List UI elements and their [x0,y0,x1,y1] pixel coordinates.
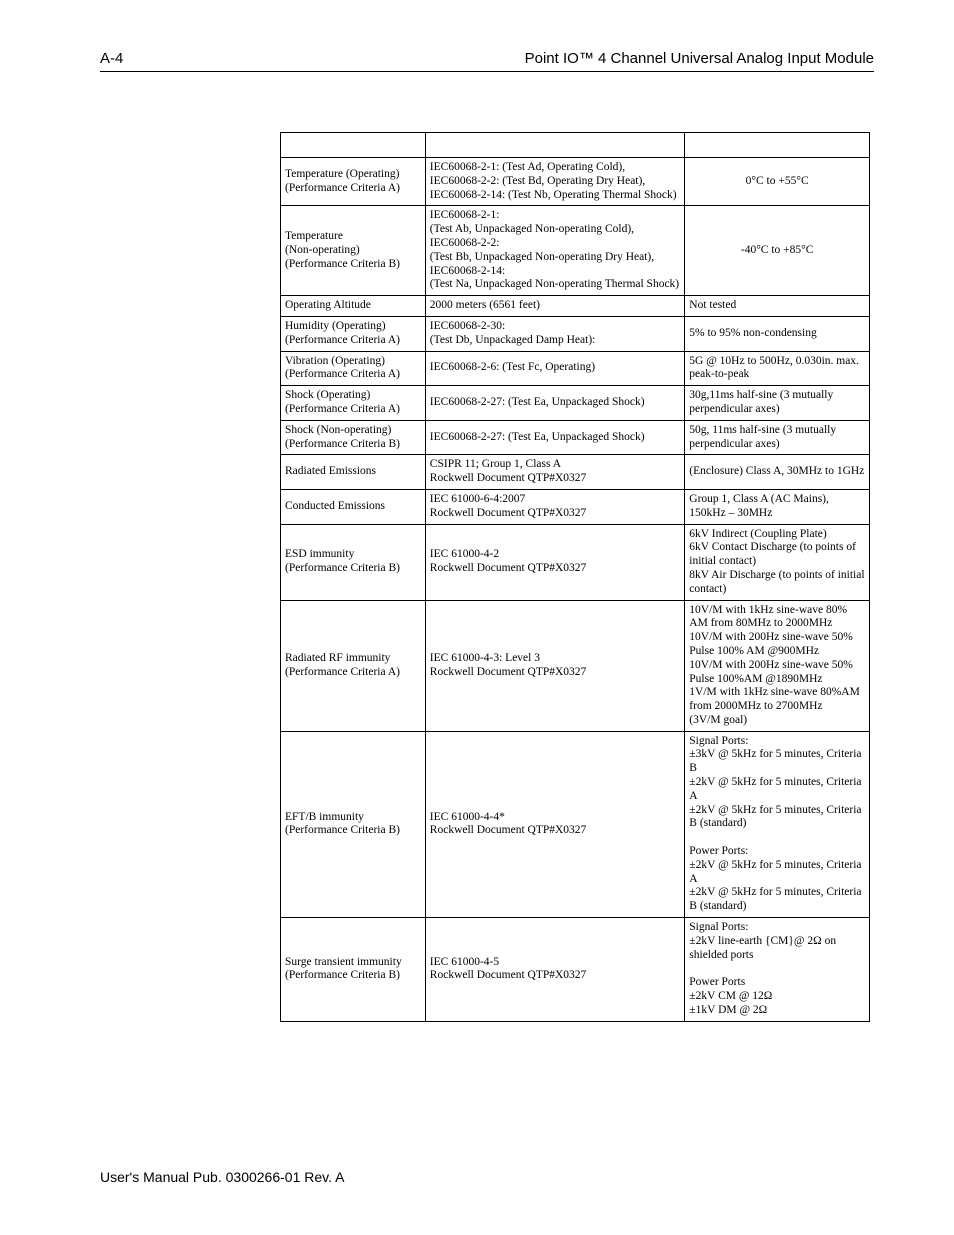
table-row: Humidity (Operating) (Performance Criter… [281,316,870,351]
table-cell: (Enclosure) Class A, 30MHz to 1GHz [685,455,870,490]
table-cell: Radiated Emissions [281,455,426,490]
table-row: Operating Altitude2000 meters (6561 feet… [281,296,870,317]
table-cell: CSIPR 11; Group 1, Class A Rockwell Docu… [425,455,684,490]
table-cell: 10V/M with 1kHz sine-wave 80% AM from 80… [685,600,870,731]
table-cell: IEC60068-2-1: (Test Ab, Unpackaged Non-o… [425,206,684,296]
table-cell: IEC 61000-4-5 Rockwell Document QTP#X032… [425,918,684,1022]
table-cell: Surge transient immunity (Performance Cr… [281,918,426,1022]
table-row: Surge transient immunity (Performance Cr… [281,918,870,1022]
table-cell: IEC 61000-4-2 Rockwell Document QTP#X032… [425,524,684,600]
table-cell: Not tested [685,296,870,317]
table-cell: 5% to 95% non-condensing [685,316,870,351]
table-cell: 0°C to +55°C [685,158,870,206]
table-cell: Shock (Non-operating) (Performance Crite… [281,420,426,455]
table-cell: IEC 61000-4-3: Level 3 Rockwell Document… [425,600,684,731]
table-cell: IEC60068-2-27: (Test Ea, Unpackaged Shoc… [425,420,684,455]
page-header: A-4 Point IO™ 4 Channel Universal Analog… [100,50,874,72]
table-cell: 6kV Indirect (Coupling Plate) 6kV Contac… [685,524,870,600]
table-row: Temperature (Non-operating) (Performance… [281,206,870,296]
table-row: ESD immunity (Performance Criteria B)IEC… [281,524,870,600]
table-row: EFT/B immunity (Performance Criteria B)I… [281,731,870,917]
table-cell: IEC60068-2-27: (Test Ea, Unpackaged Shoc… [425,386,684,421]
table-cell: 5G @ 10Hz to 500Hz, 0.030in. max. peak-t… [685,351,870,386]
table-header-cell [425,133,684,158]
table-cell: Signal Ports: ±3kV @ 5kHz for 5 minutes,… [685,731,870,917]
table-cell: 30g,11ms half-sine (3 mutually perpendic… [685,386,870,421]
page-title: Point IO™ 4 Channel Universal Analog Inp… [525,50,874,67]
page-footer: User's Manual Pub. 0300266-01 Rev. A [100,1169,344,1185]
table-row: Shock (Operating) (Performance Criteria … [281,386,870,421]
table-cell: Shock (Operating) (Performance Criteria … [281,386,426,421]
table-cell: Operating Altitude [281,296,426,317]
table-row: Temperature (Operating) (Performance Cri… [281,158,870,206]
spec-table-body: Temperature (Operating) (Performance Cri… [281,158,870,1022]
table-cell: IEC60068-2-6: (Test Fc, Operating) [425,351,684,386]
table-header-row [281,133,870,158]
table-cell: 2000 meters (6561 feet) [425,296,684,317]
table-row: Radiated EmissionsCSIPR 11; Group 1, Cla… [281,455,870,490]
table-cell: Temperature (Operating) (Performance Cri… [281,158,426,206]
table-cell: 50g, 11ms half-sine (3 mutually perpendi… [685,420,870,455]
table-cell: IEC 61000-6-4:2007 Rockwell Document QTP… [425,489,684,524]
page-container: A-4 Point IO™ 4 Channel Universal Analog… [0,0,954,1235]
table-header-cell [281,133,426,158]
table-cell: IEC 61000-4-4* Rockwell Document QTP#X03… [425,731,684,917]
table-cell: ESD immunity (Performance Criteria B) [281,524,426,600]
table-header-cell [685,133,870,158]
table-cell: Conducted Emissions [281,489,426,524]
table-cell: Vibration (Operating) (Performance Crite… [281,351,426,386]
table-cell: -40°C to +85°C [685,206,870,296]
table-cell: IEC60068-2-30: (Test Db, Unpackaged Damp… [425,316,684,351]
table-cell: Signal Ports: ±2kV line-earth {CM}@ 2Ω o… [685,918,870,1022]
table-cell: IEC60068-2-1: (Test Ad, Operating Cold),… [425,158,684,206]
table-row: Vibration (Operating) (Performance Crite… [281,351,870,386]
page-number: A-4 [100,50,123,67]
table-row: Conducted EmissionsIEC 61000-6-4:2007 Ro… [281,489,870,524]
table-cell: EFT/B immunity (Performance Criteria B) [281,731,426,917]
table-row: Radiated RF immunity (Performance Criter… [281,600,870,731]
table-cell: Humidity (Operating) (Performance Criter… [281,316,426,351]
table-cell: Temperature (Non-operating) (Performance… [281,206,426,296]
table-cell: Group 1, Class A (AC Mains), 150kHz – 30… [685,489,870,524]
table-row: Shock (Non-operating) (Performance Crite… [281,420,870,455]
table-cell: Radiated RF immunity (Performance Criter… [281,600,426,731]
spec-table: Temperature (Operating) (Performance Cri… [280,132,870,1022]
